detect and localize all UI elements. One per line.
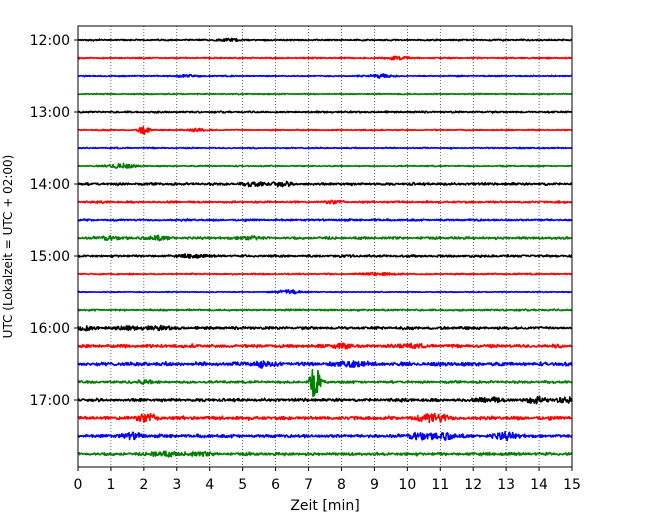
y-axis-label: UTC (Lokalzeit = UTC + 02:00) [1, 155, 15, 339]
y-tick-label: 17:00 [30, 393, 70, 409]
x-tick-label: 1 [106, 477, 115, 493]
trace-1300 [77, 110, 573, 114]
trace-1445 [77, 234, 573, 242]
trace-1245 [77, 92, 573, 96]
trace-1515 [77, 271, 573, 277]
trace-1600 [77, 324, 573, 332]
trace-1400 [77, 180, 573, 188]
trace-1745 [77, 450, 573, 458]
traces [77, 37, 573, 458]
trace-1345 [77, 162, 573, 169]
trace-1415 [77, 199, 573, 205]
y-tick-label: 15:00 [30, 249, 70, 265]
trace-1730 [77, 430, 573, 442]
x-tick-label: 0 [74, 477, 83, 493]
x-tick-label: 15 [563, 477, 581, 493]
x-tick-label: 2 [139, 477, 148, 493]
x-tick-label: 11 [431, 477, 449, 493]
trace-1230 [77, 73, 573, 79]
trace-1715 [77, 412, 573, 424]
y-tick-label: 16:00 [30, 321, 70, 337]
trace-1530 [77, 289, 573, 295]
x-tick-label: 8 [337, 477, 346, 493]
x-tick-label: 10 [398, 477, 416, 493]
x-tick-label: 9 [370, 477, 379, 493]
plot-frame [77, 25, 573, 468]
trace-1215 [77, 55, 573, 61]
x-tick-label: 7 [304, 477, 313, 493]
trace-1645 [77, 368, 573, 398]
y-tick-label: 14:00 [30, 177, 70, 193]
x-tick-label: 5 [238, 477, 247, 493]
trace-1545 [77, 308, 573, 312]
x-tick-label: 6 [271, 477, 280, 493]
trace-1315 [77, 125, 573, 135]
trace-1330 [77, 146, 573, 150]
trace-1700 [77, 395, 573, 405]
x-tick-label: 14 [530, 477, 548, 493]
trace-1430 [77, 217, 573, 222]
trace-1200 [77, 37, 573, 43]
trace-1500 [77, 253, 573, 259]
trace-1630 [77, 360, 573, 369]
x-axis-label: Zeit [min] [290, 498, 359, 514]
x-tick-label: 12 [464, 477, 482, 493]
x-tick-label: 3 [172, 477, 181, 493]
trace-1615 [77, 342, 573, 350]
y-axis: 12:00 13:00 14:00 15:00 16:00 17:00 [30, 33, 78, 409]
y-tick-label: 12:00 [30, 33, 70, 49]
y-tick-label: 13:00 [30, 105, 70, 121]
x-tick-label: 4 [205, 477, 214, 493]
x-axis: 0 1 2 3 4 5 6 7 8 9 10 11 12 13 14 15 [74, 467, 581, 493]
x-tick-label: 13 [497, 477, 515, 493]
